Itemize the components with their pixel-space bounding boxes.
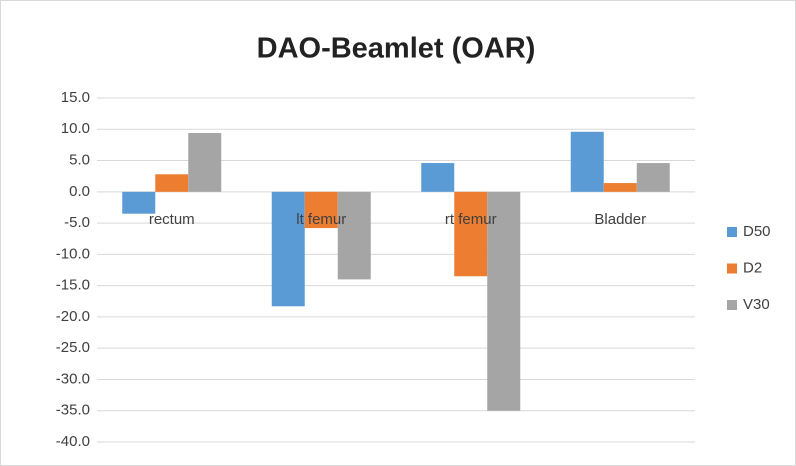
chart-title: DAO-Beamlet (OAR) (257, 33, 536, 65)
bar (271, 191, 305, 307)
bar (188, 133, 222, 192)
x-tick-label: rectum (149, 211, 195, 228)
y-tick-label: -20.0 (56, 308, 90, 325)
bar (487, 191, 521, 411)
y-tick-label: 15.0 (61, 89, 90, 106)
y-tick-label: -40.0 (56, 433, 90, 450)
y-tick-label: 10.0 (61, 120, 90, 137)
legend-swatch (727, 263, 737, 274)
x-tick-label: rt femur (445, 211, 497, 228)
y-tick-label: -15.0 (56, 277, 90, 294)
y-tick-label: -25.0 (56, 339, 90, 356)
y-tick-label: -35.0 (56, 402, 90, 419)
legend-label: D50 (743, 223, 771, 240)
y-tick-label: -30.0 (56, 370, 90, 387)
bar (603, 183, 637, 192)
legend-swatch (727, 227, 737, 237)
y-tick-label: -5.0 (64, 214, 90, 231)
bar (636, 163, 670, 192)
bar (155, 174, 189, 192)
bar (454, 191, 488, 277)
bar (122, 191, 156, 214)
y-tick-label: 0.0 (69, 183, 90, 200)
x-tick-label: Bladder (594, 211, 646, 228)
bar (570, 131, 604, 192)
y-tick-label: -10.0 (56, 245, 90, 262)
x-tick-label: lt femur (296, 211, 346, 228)
legend-label: D2 (743, 259, 762, 276)
bar (421, 163, 455, 192)
bar (304, 191, 338, 229)
y-tick-label: 5.0 (69, 152, 90, 169)
legend-label: V30 (743, 296, 770, 313)
bar (337, 191, 371, 280)
legend-swatch (727, 300, 737, 310)
